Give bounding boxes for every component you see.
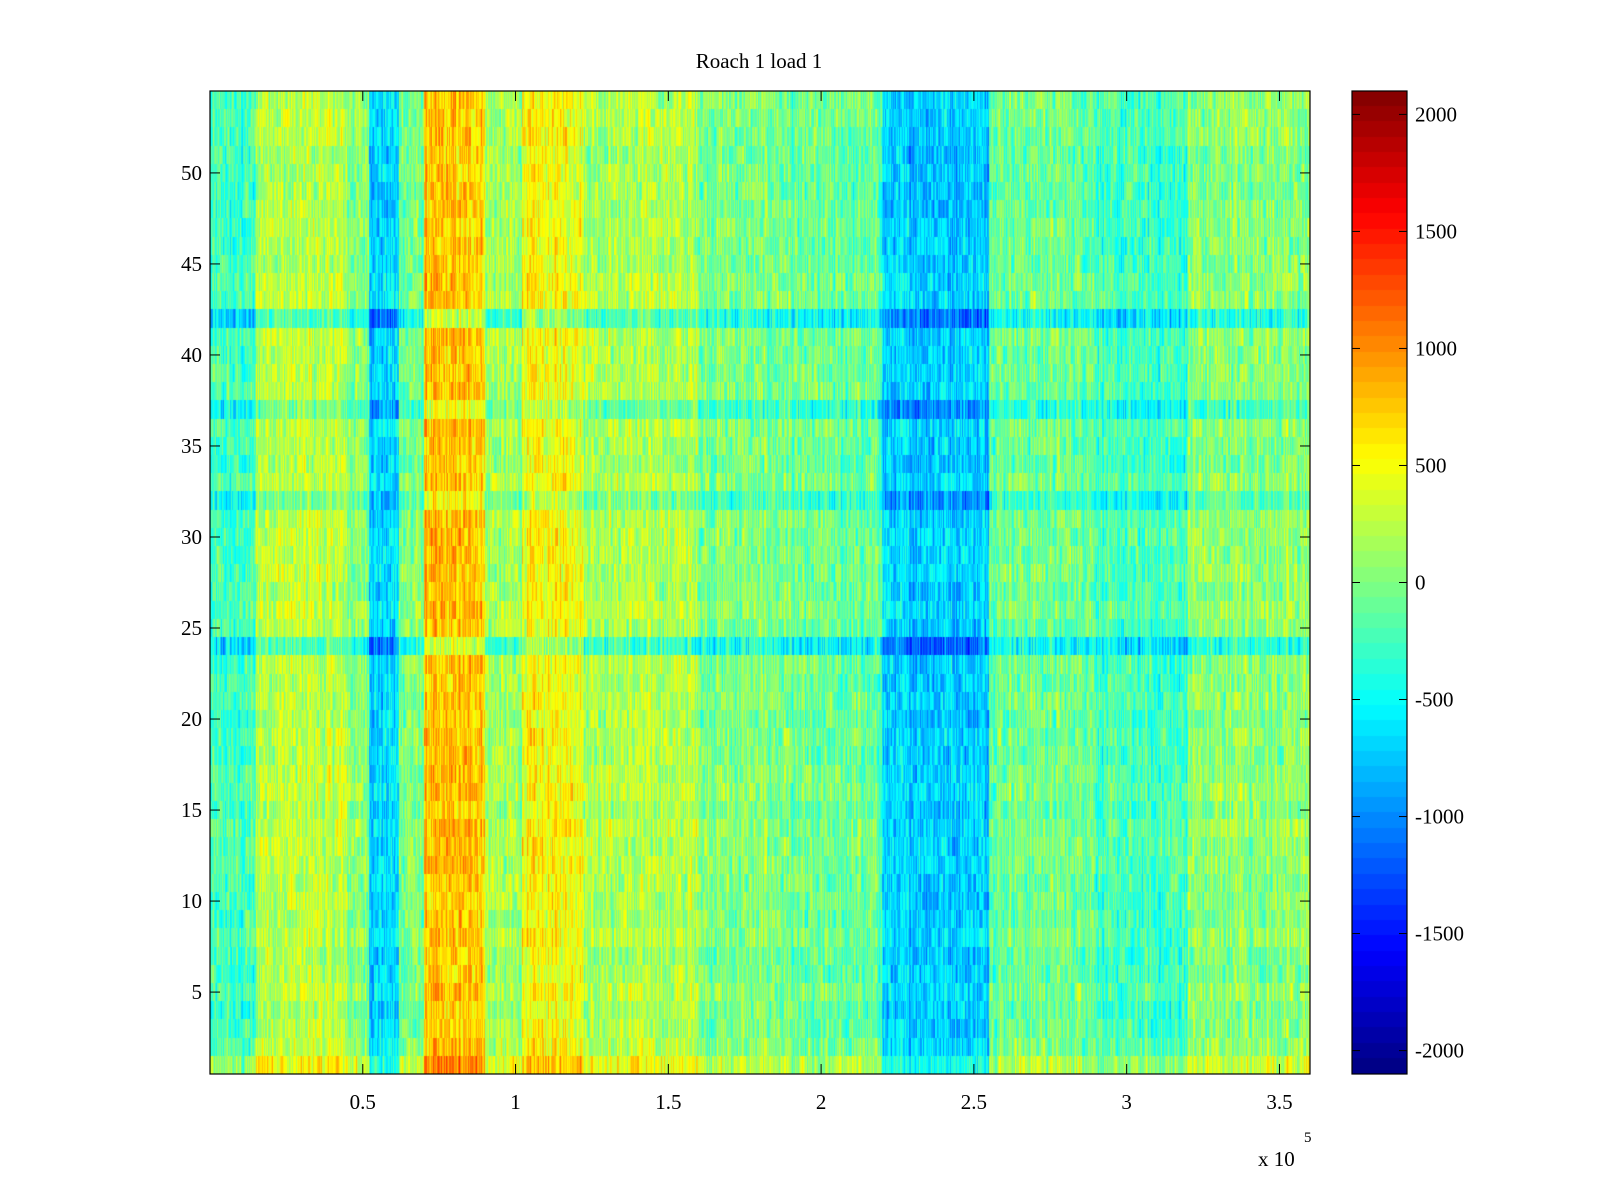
x-exponent-base: x 10	[1258, 1147, 1295, 1171]
x-axis-exponent-label: x 10 5	[1258, 1130, 1312, 1171]
y-tick-label: 15	[181, 798, 202, 822]
y-tick-label: 20	[181, 707, 202, 731]
heatmap-image	[210, 91, 1310, 1074]
y-tick-label: 30	[181, 525, 202, 549]
x-tick-label: 3.5	[1266, 1090, 1292, 1114]
x-tick-label: 3	[1121, 1090, 1132, 1114]
y-axis: 5 10 15 20 25 30 35 40 45 50	[181, 161, 1310, 1004]
y-tick-label: 40	[181, 343, 202, 367]
colorbar-tick-label: -1500	[1415, 922, 1464, 946]
x-tick-label: 2	[816, 1090, 827, 1114]
chart-title: Roach 1 load 1	[696, 49, 823, 73]
x-tick-label: 2.5	[961, 1090, 987, 1114]
x-tick-label: 0.5	[350, 1090, 376, 1114]
colorbar	[1352, 91, 1407, 1074]
colorbar-tick-label: 2000	[1415, 102, 1457, 126]
x-axis: 0.5 1 1.5 2 2.5 3 3.5	[350, 91, 1293, 1114]
y-tick-label: 45	[181, 252, 202, 276]
colorbar-tick-label: 500	[1415, 453, 1447, 477]
y-tick-label: 10	[181, 889, 202, 913]
plot-axes-box	[209, 90, 1311, 1075]
colorbar-tick-label: 0	[1415, 571, 1426, 595]
colorbar-ticks: 2000 1500 1000 500 0 -500 -1000 -1500 -2000	[1352, 102, 1464, 1063]
x-exponent-power: 5	[1304, 1130, 1312, 1146]
y-tick-label: 5	[192, 980, 203, 1004]
x-tick-label: 1.5	[655, 1090, 681, 1114]
y-tick-label: 25	[181, 616, 202, 640]
colorbar-tick-label: 1500	[1415, 219, 1457, 243]
colorbar-tick-label: -2000	[1415, 1039, 1464, 1063]
colorbar-tick-label: -500	[1415, 688, 1454, 712]
colorbar-tick-label: 1000	[1415, 336, 1457, 360]
y-tick-label: 50	[181, 161, 202, 185]
y-tick-label: 35	[181, 434, 202, 458]
colorbar-tick-label: -1000	[1415, 805, 1464, 829]
x-tick-label: 1	[510, 1090, 521, 1114]
